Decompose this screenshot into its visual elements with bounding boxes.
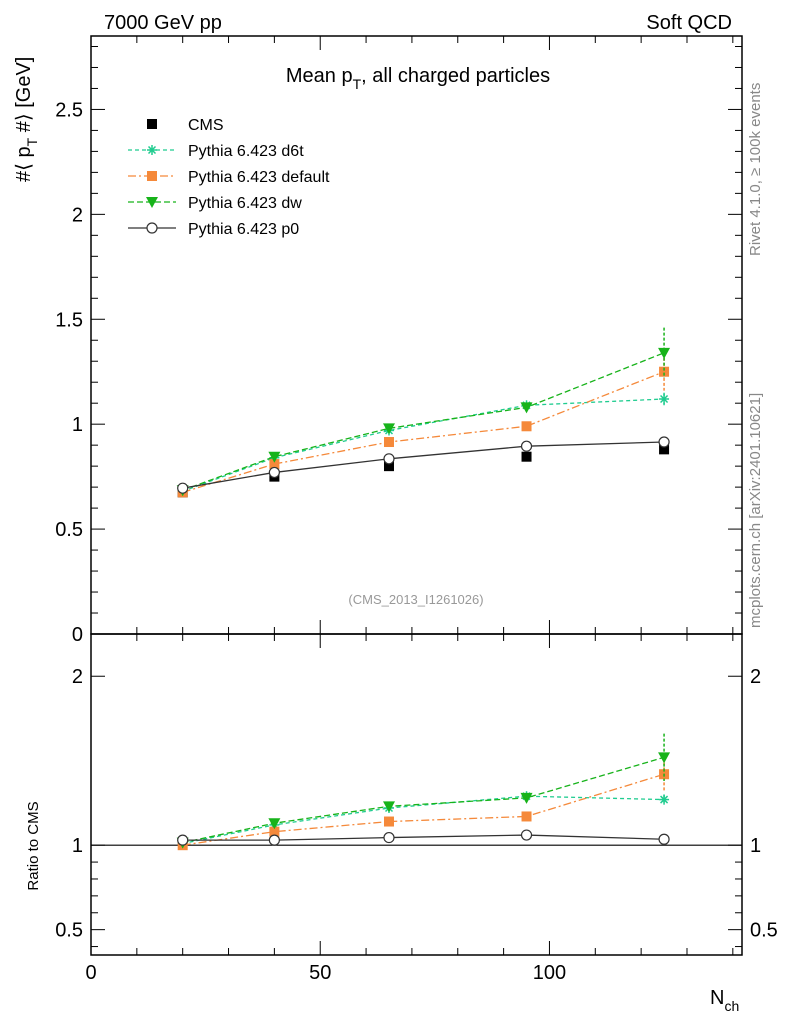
- main-point-pythia-6-423-d6t: [659, 393, 670, 404]
- main-series-pythia-6-423-p0: [177, 436, 670, 494]
- main-series-pythia-6-423-default: [177, 352, 670, 498]
- main-point-pythia-6-423-dw: [658, 347, 671, 359]
- ratio-point-pythia-6-423-default: [269, 826, 280, 837]
- legend-label: Pythia 6.423 dw: [188, 195, 302, 212]
- legend-marker: [147, 145, 157, 155]
- y-tick-label: 1: [72, 414, 83, 436]
- x-tick-label: 50: [309, 962, 331, 984]
- ratio-series-pythia-6-423-dw: [176, 733, 671, 849]
- ratio-line-pythia-6-423-default: [182, 773, 665, 846]
- ratio-point-pythia-6-423-dw: [520, 792, 533, 804]
- main-line-pythia-6-423-p0: [182, 441, 665, 489]
- ratio-point-pythia-6-423-p0: [268, 834, 280, 846]
- legend-label: Pythia 6.423 p0: [188, 221, 299, 238]
- main-point-pythia-6-423-dw: [520, 402, 533, 414]
- legend-marker: [146, 197, 158, 208]
- ratio-point-pythia-6-423-p0: [383, 831, 395, 844]
- main-point-pythia-6-423-dw: [382, 423, 395, 435]
- legend-entry-pythia-6-423-dw: Pythia 6.423 dw: [128, 195, 302, 212]
- series-layer: [176, 327, 671, 498]
- legend-entry-pythia-6-423-d6t: Pythia 6.423 d6t: [128, 143, 304, 160]
- ratio-point-pythia-6-423-p0: [520, 829, 533, 841]
- legend-marker: [146, 222, 158, 234]
- legend-label: Pythia 6.423 default: [188, 169, 330, 186]
- ratio-point-pythia-6-423-p0: [658, 833, 670, 845]
- main-point-pythia-6-423-p0: [383, 453, 395, 465]
- x-tick-label: 100: [533, 962, 566, 984]
- main-line-pythia-6-423-d6t: [182, 398, 665, 492]
- main-point-pythia-6-423-default: [383, 437, 394, 448]
- y-tick-label: 2: [72, 204, 83, 226]
- mcplots-label: mcplots.cern.ch [arXiv:2401.10621]: [747, 393, 764, 628]
- rivet-label: Rivet 4.1.0, ≥ 100k events: [747, 83, 764, 256]
- ratio-point-pythia-6-423-default: [521, 811, 532, 822]
- ratio-line-pythia-6-423-d6t: [182, 795, 665, 845]
- legend-entry-cms: CMS: [147, 117, 224, 134]
- ratio-y-tick-label-right: 1: [750, 835, 761, 857]
- header-right: Soft QCD: [646, 12, 732, 34]
- legend: CMS Pythia 6.423 d6t Pythia 6.423 default P…: [128, 117, 330, 238]
- main-line-pythia-6-423-default: [182, 371, 665, 493]
- y-axis-label: #⟨ pT #⟩ [GeV]: [13, 57, 40, 182]
- ratio-line-pythia-6-423-p0: [182, 834, 665, 841]
- legend-label: Pythia 6.423 d6t: [188, 143, 304, 160]
- ratio-point-pythia-6-423-d6t: [659, 794, 670, 805]
- ratio-series-pythia-6-423-p0: [177, 829, 670, 846]
- legend-label: CMS: [188, 117, 224, 134]
- ratio-line-pythia-6-423-dw: [182, 756, 665, 844]
- ratio-point-pythia-6-423-p0: [177, 834, 189, 846]
- ratio-y-tick-label: 1: [72, 835, 83, 857]
- main-point-pythia-6-423-default: [521, 421, 532, 432]
- ratio-y-tick-label: 2: [72, 666, 83, 688]
- ratio-y-tick-label-right: 0.5: [750, 920, 778, 942]
- legend-entry-pythia-6-423-default: Pythia 6.423 default: [128, 169, 330, 186]
- ratio-plot-frame: [90, 633, 743, 956]
- main-point-pythia-6-423-p0: [268, 466, 280, 479]
- main-point-pythia-6-423-dw: [268, 451, 281, 463]
- x-axis-label: Nch: [710, 987, 739, 1014]
- analysis-watermark: (CMS_2013_I1261026): [348, 592, 483, 607]
- y-tick-label: 0: [72, 624, 83, 646]
- ratio-layer: [176, 733, 671, 851]
- legend-marker: [147, 119, 157, 129]
- main-point-cms: [521, 451, 532, 462]
- main-point-pythia-6-423-p0: [177, 482, 189, 494]
- ratio-point-pythia-6-423-dw: [382, 801, 395, 813]
- ratio-point-pythia-6-423-default: [383, 816, 394, 827]
- y-tick-label: 2.5: [55, 99, 83, 121]
- legend-marker: [147, 171, 157, 181]
- main-point-cms: [383, 461, 394, 472]
- main-point-cms: [659, 444, 670, 455]
- ratio-y-tick-label-right: 2: [750, 666, 761, 688]
- legend-entry-pythia-6-423-p0: Pythia 6.423 p0: [128, 221, 299, 238]
- chart-title: Mean pT, all charged particles: [286, 65, 550, 92]
- main-point-pythia-6-423-p0: [658, 436, 670, 448]
- header-left: 7000 GeV pp: [104, 12, 222, 34]
- ratio-point-pythia-6-423-dw: [268, 818, 281, 830]
- ratio-y-axis-label: Ratio to CMS: [25, 801, 42, 890]
- main-line-pythia-6-423-dw: [182, 352, 665, 491]
- main-point-pythia-6-423-p0: [520, 440, 533, 452]
- y-tick-label: 0.5: [55, 519, 83, 541]
- y-tick-label: 1.5: [55, 309, 83, 331]
- main-point-pythia-6-423-default: [659, 366, 670, 377]
- x-tick-label: 0: [85, 962, 96, 984]
- ratio-y-tick-label: 0.5: [55, 920, 83, 942]
- main-point-pythia-6-423-default: [269, 459, 280, 470]
- ratio-point-pythia-6-423-dw: [658, 752, 671, 764]
